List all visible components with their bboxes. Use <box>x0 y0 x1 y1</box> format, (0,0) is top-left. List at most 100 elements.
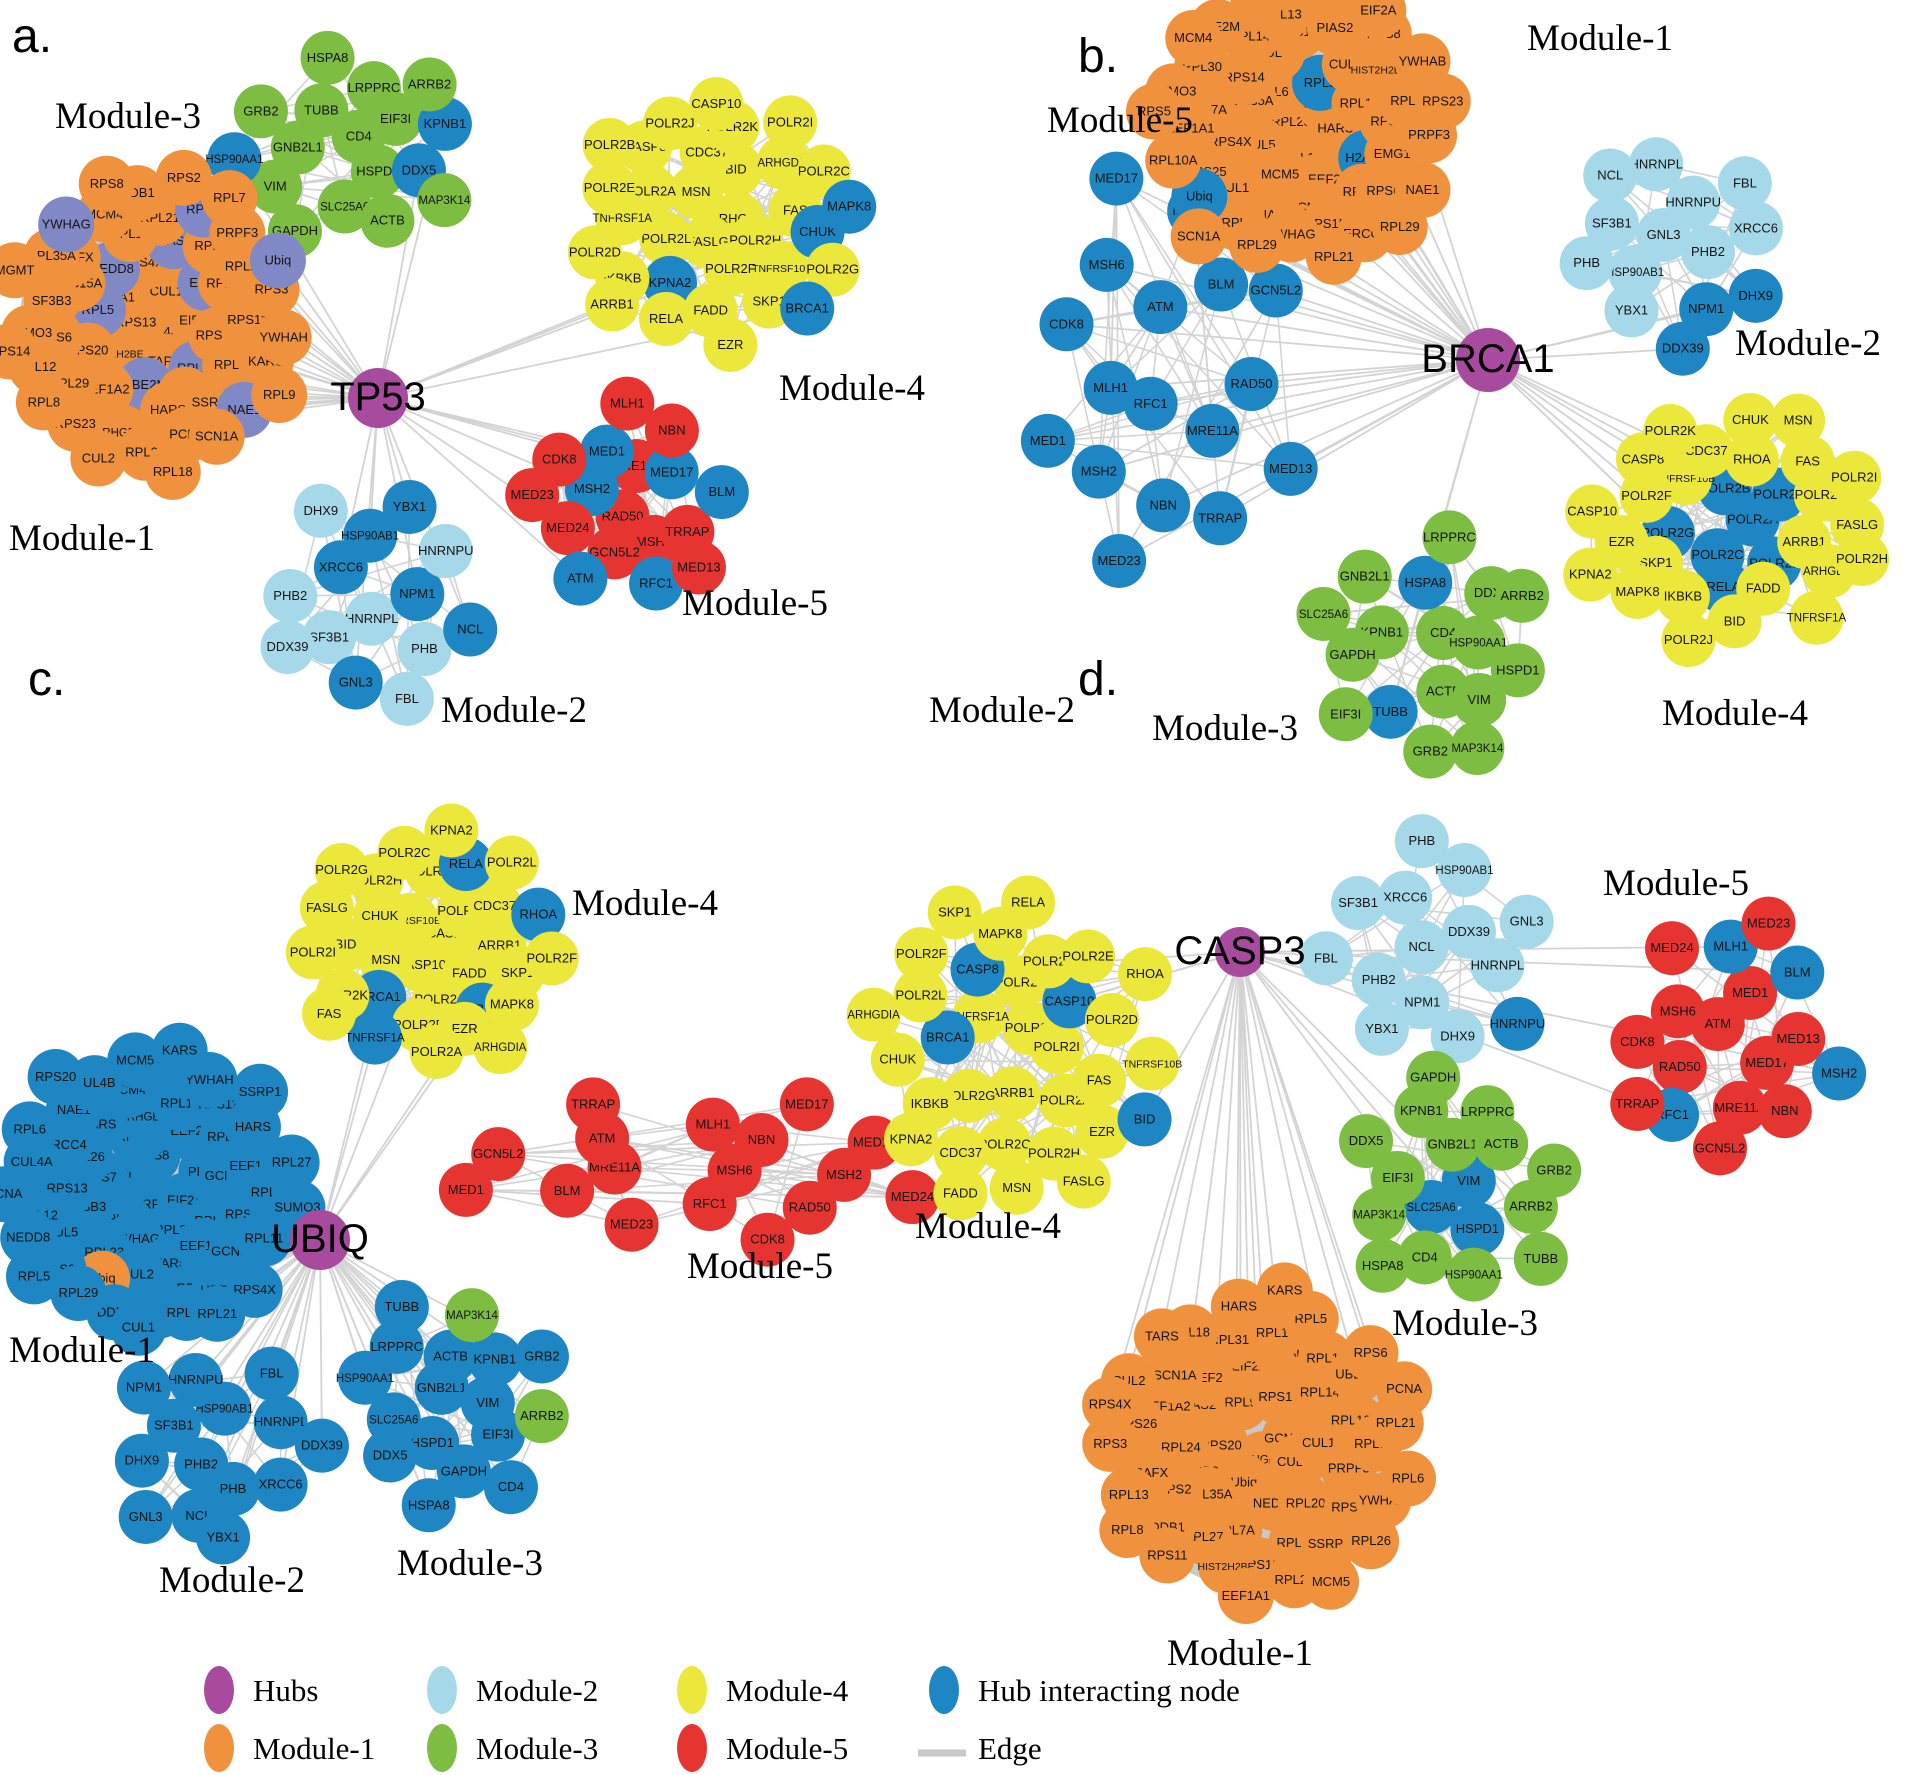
hub-TP53[interactable] <box>348 368 408 428</box>
node-POLR2G[interactable] <box>805 242 860 297</box>
node-RPS20[interactable] <box>27 1048 84 1105</box>
node-RAD50[interactable] <box>1652 1039 1707 1094</box>
node-DDX39[interactable] <box>1655 321 1710 376</box>
node-MSN[interactable] <box>1771 393 1826 448</box>
node-MCM5[interactable] <box>1302 1553 1359 1610</box>
node-EIF3I[interactable] <box>471 1407 526 1462</box>
node-SCN1A[interactable] <box>188 408 245 465</box>
node-MED23[interactable] <box>1092 533 1147 588</box>
node-EEF1A1[interactable] <box>1217 1567 1274 1624</box>
node-RPL7[interactable] <box>201 170 258 227</box>
node-VIM[interactable] <box>248 159 303 214</box>
node-HNRNPL[interactable] <box>1629 137 1684 192</box>
node-PHB[interactable] <box>1394 814 1449 869</box>
node-POLR2I[interactable] <box>1827 450 1882 505</box>
node-RPL6[interactable] <box>1379 1450 1436 1507</box>
node-YBX1[interactable] <box>196 1510 251 1565</box>
node-SSRP1[interactable] <box>232 1063 289 1120</box>
node-BLM[interactable] <box>694 465 749 520</box>
node-CUL1[interactable] <box>110 1299 167 1356</box>
node-POLR2E[interactable] <box>582 161 637 216</box>
node-ATM[interactable] <box>553 551 608 606</box>
node-RPS11[interactable] <box>1139 1527 1196 1584</box>
node-PCNA[interactable] <box>1376 1361 1433 1418</box>
node-TARS[interactable] <box>1297 0 1353 23</box>
node-DHX9[interactable] <box>1728 268 1783 323</box>
node-CASP10[interactable] <box>1565 484 1620 539</box>
node-YWHAH[interactable] <box>255 309 312 366</box>
node-RPS8[interactable] <box>78 155 135 212</box>
node-RPL8[interactable] <box>15 374 72 431</box>
node-RAD50[interactable] <box>1224 357 1279 412</box>
node-HSPA8[interactable] <box>401 1478 456 1533</box>
node-MED23[interactable] <box>604 1197 659 1252</box>
node-KPNA2[interactable] <box>424 803 479 858</box>
node-POLR2F[interactable] <box>524 931 579 986</box>
node-PCNA[interactable] <box>0 1166 33 1223</box>
node-MED23[interactable] <box>505 468 560 523</box>
node-CASP10[interactable] <box>689 77 744 132</box>
node-RPS2[interactable] <box>155 149 212 206</box>
node-XRCC6[interactable] <box>253 1457 308 1512</box>
node-POLR2L[interactable] <box>893 968 948 1023</box>
node-MED13[interactable] <box>1263 441 1318 496</box>
node-FBL[interactable] <box>244 1346 299 1401</box>
node-PHB[interactable] <box>397 622 452 677</box>
node-HSPD1[interactable] <box>1450 1202 1505 1257</box>
node-HSP90AA1[interactable] <box>337 1350 392 1405</box>
node-GNL3[interactable] <box>118 1489 173 1544</box>
node-ACTB[interactable] <box>423 1329 478 1384</box>
node-GRB2[interactable] <box>514 1329 569 1384</box>
node-MSH2[interactable] <box>1071 444 1126 499</box>
node-POLR2K[interactable] <box>1643 404 1698 459</box>
node-EIF3I[interactable] <box>1318 687 1373 742</box>
node-LRPPRC[interactable] <box>1460 1085 1515 1140</box>
node-CDK8[interactable] <box>1039 297 1094 352</box>
node-RELA[interactable] <box>1001 875 1056 930</box>
node-GAPDH[interactable] <box>1325 627 1380 682</box>
node-RPL9[interactable] <box>251 367 308 424</box>
node-DDX39[interactable] <box>260 620 315 675</box>
node-POLR2H[interactable] <box>1834 532 1889 587</box>
node-NBN[interactable] <box>1757 1084 1812 1139</box>
node-CD4[interactable] <box>483 1460 538 1515</box>
node-MED13[interactable] <box>1771 1011 1826 1066</box>
node-RPL27[interactable] <box>263 1134 320 1191</box>
node-PHB2[interactable] <box>263 568 318 623</box>
node-TNFRSF1A[interactable] <box>1789 590 1844 645</box>
node-EZR[interactable] <box>1075 1104 1130 1159</box>
node-FBL[interactable] <box>1298 931 1353 986</box>
node-GRB2[interactable] <box>233 84 288 139</box>
node-BID[interactable] <box>1707 594 1762 649</box>
node-RPL29[interactable] <box>50 1265 107 1322</box>
node-POLR2C[interactable] <box>977 1117 1032 1172</box>
node-HNRNPU[interactable] <box>168 1352 223 1407</box>
node-YWHAG[interactable] <box>38 196 95 253</box>
node-CD4[interactable] <box>1397 1230 1452 1285</box>
node-MED1[interactable] <box>579 424 634 479</box>
node-SF3B1[interactable] <box>1584 196 1639 251</box>
node-GAPDH[interactable] <box>436 1444 491 1499</box>
node-HSPD1[interactable] <box>1490 643 1545 698</box>
node-GNL3[interactable] <box>328 655 383 710</box>
node-POLR2J[interactable] <box>643 96 698 151</box>
node-YBX1[interactable] <box>1354 1001 1409 1056</box>
node-HSPA8[interactable] <box>300 30 355 85</box>
node-TRRAP[interactable] <box>1610 1076 1665 1131</box>
node-SKP1[interactable] <box>927 885 982 940</box>
node-POLR2B[interactable] <box>582 117 637 172</box>
node-PHB[interactable] <box>1559 236 1614 291</box>
node-HNRNPU[interactable] <box>1490 996 1545 1051</box>
node-RHOA[interactable] <box>511 887 566 942</box>
node-MED17[interactable] <box>644 445 699 500</box>
node-HNRNPL[interactable] <box>253 1395 308 1450</box>
node-NCL[interactable] <box>443 602 498 657</box>
hub-BRCA1[interactable] <box>1456 328 1520 392</box>
node-ARRB2[interactable] <box>1495 568 1550 623</box>
node-TNFRSF10B[interactable] <box>1125 1036 1180 1091</box>
node-ATM[interactable] <box>1133 280 1188 335</box>
node-RHOA[interactable] <box>1118 947 1173 1002</box>
node-MED24[interactable] <box>1645 921 1700 976</box>
node-MAPK8[interactable] <box>1610 564 1665 619</box>
node-NBN[interactable] <box>1136 478 1191 533</box>
